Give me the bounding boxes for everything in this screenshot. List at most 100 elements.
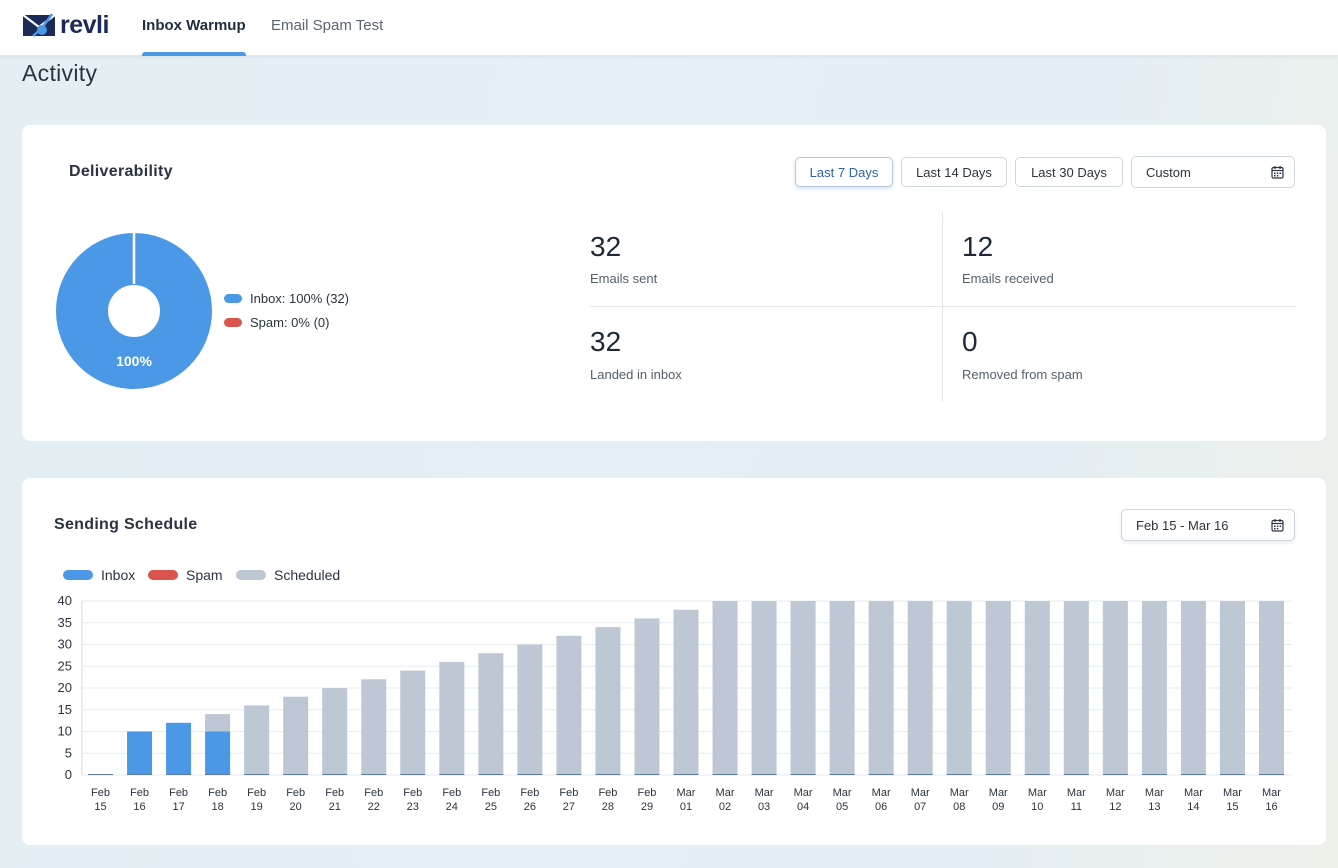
bar-scheduled[interactable] [1258, 601, 1284, 775]
x-tick-label-day: 15 [1226, 801, 1238, 813]
scheduled-swatch [236, 570, 266, 580]
legend-label: Spam: 0% (0) [250, 315, 330, 330]
bar-scheduled[interactable] [1219, 601, 1245, 775]
x-tick-label-day: 13 [1148, 801, 1160, 813]
bar-scheduled[interactable] [907, 601, 933, 775]
bar-scheduled[interactable] [439, 661, 465, 775]
legend-item-scheduled[interactable]: Scheduled [236, 567, 340, 583]
bar-scheduled[interactable] [556, 635, 582, 775]
bar-scheduled[interactable] [673, 609, 699, 775]
bar-scheduled[interactable] [1180, 601, 1206, 775]
x-tick-label-day: 02 [719, 801, 731, 813]
legend-item-inbox[interactable]: Inbox [63, 567, 135, 583]
schedule-date-range-picker[interactable]: Feb 15 - Mar 16 [1121, 509, 1295, 541]
legend-label: Inbox [101, 567, 136, 583]
removed-from-spam-value: 0 [962, 326, 978, 357]
x-tick-label-day: 17 [172, 801, 184, 813]
bar-scheduled[interactable] [1063, 601, 1089, 775]
sending-schedule-bar-chart: 0510152025303540Feb15Feb16Feb17Feb18Feb1… [58, 593, 1292, 813]
bar-scheduled[interactable] [985, 601, 1011, 775]
bar-inbox[interactable] [205, 731, 231, 776]
x-tick-label-month: Mar [677, 787, 696, 799]
active-tab-indicator [142, 52, 246, 56]
landed-in-inbox-value: 32 [590, 326, 622, 357]
x-tick-label-day: 16 [1265, 801, 1277, 813]
donut-center-label: 100% [116, 353, 152, 369]
tab-label: Inbox Warmup [142, 16, 246, 34]
emails-sent-label: Emails sent [590, 271, 658, 286]
bar-scheduled[interactable] [205, 714, 231, 732]
range-last-14-days-button[interactable]: Last 14 Days [901, 157, 1007, 187]
range-last-30-days-button[interactable]: Last 30 Days [1015, 157, 1123, 187]
y-tick-label: 35 [58, 615, 72, 630]
bar-scheduled[interactable] [1024, 601, 1050, 775]
revli-logo[interactable]: revli [22, 12, 109, 38]
landed-in-inbox-label: Landed in inbox [590, 367, 682, 382]
stats-divider-vertical [942, 212, 943, 402]
bar-scheduled[interactable] [1141, 601, 1167, 775]
x-tick-label-day: 23 [407, 801, 419, 813]
bar-scheduled[interactable] [400, 670, 426, 775]
inbox-swatch [224, 294, 242, 303]
x-tick-label-day: 18 [211, 801, 223, 813]
bar-scheduled[interactable] [712, 601, 738, 775]
sending-schedule-title: Sending Schedule [54, 516, 198, 533]
bar-scheduled[interactable] [634, 618, 660, 775]
bar-scheduled[interactable] [361, 679, 387, 775]
emails-received-label: Emails received [962, 271, 1054, 286]
x-tick-label-day: 15 [94, 801, 106, 813]
x-tick-label-month: Feb [481, 787, 500, 799]
bar-scheduled[interactable] [868, 601, 894, 775]
deliverability-donut-chart: 100% [56, 233, 212, 389]
y-tick-label: 15 [58, 702, 72, 717]
tab-label: Email Spam Test [271, 16, 384, 34]
x-tick-label-day: 24 [446, 801, 458, 813]
x-tick-label-month: Mar [1223, 787, 1242, 799]
spam-swatch [224, 318, 242, 327]
calendar-icon [1271, 519, 1284, 532]
legend-label: Spam [186, 567, 223, 583]
x-tick-label-month: Feb [169, 787, 188, 799]
x-tick-label-month: Feb [403, 787, 422, 799]
bar-scheduled[interactable] [283, 696, 309, 775]
y-tick-label: 30 [58, 637, 72, 652]
x-tick-label-month: Mar [1262, 787, 1281, 799]
range-last-7-days-button[interactable]: Last 7 Days [795, 157, 893, 187]
inbox-swatch [63, 570, 93, 580]
bar-scheduled[interactable] [322, 688, 348, 775]
bar-inbox[interactable] [166, 722, 192, 775]
custom-date-picker[interactable]: Custom [1131, 156, 1295, 188]
custom-label: Custom [1146, 164, 1191, 180]
x-tick-label-day: 14 [1187, 801, 1199, 813]
x-tick-label-day: 20 [290, 801, 302, 813]
x-tick-label-month: Mar [911, 787, 930, 799]
bar-scheduled[interactable] [946, 601, 972, 775]
emails-sent-value: 32 [590, 231, 622, 262]
x-tick-label-day: 11 [1071, 801, 1082, 813]
y-tick-label: 25 [58, 658, 72, 673]
legend-label: Inbox: 100% (32) [250, 291, 350, 306]
x-tick-label-month: Mar [755, 787, 774, 799]
x-tick-label-day: 10 [1031, 801, 1043, 813]
x-tick-label-month: Mar [1067, 787, 1086, 799]
x-tick-label-month: Mar [1106, 787, 1125, 799]
top-nav: revli Inbox Warmup Email Spam Test [0, 0, 1338, 56]
bar-inbox[interactable] [127, 731, 153, 776]
legend-item-spam[interactable]: Spam [148, 567, 223, 583]
logo-text: revli [60, 11, 109, 39]
tab-email-spam-test[interactable]: Email Spam Test [271, 0, 383, 56]
tab-inbox-warmup[interactable]: Inbox Warmup [142, 0, 246, 56]
sending-schedule-card: Sending Schedule Feb 15 - Mar 16 Inbox S… [22, 478, 1326, 845]
x-tick-label-month: Feb [598, 787, 617, 799]
bar-scheduled[interactable] [790, 601, 816, 775]
bar-scheduled[interactable] [244, 705, 270, 775]
legend-label: Scheduled [274, 567, 341, 583]
bar-scheduled[interactable] [829, 601, 855, 775]
bar-scheduled[interactable] [517, 644, 543, 776]
bar-scheduled[interactable] [751, 601, 777, 775]
x-tick-label-month: Mar [794, 787, 813, 799]
x-tick-label-day: 25 [485, 801, 497, 813]
bar-scheduled[interactable] [595, 627, 621, 775]
bar-scheduled[interactable] [478, 653, 504, 775]
bar-scheduled[interactable] [1102, 601, 1128, 775]
